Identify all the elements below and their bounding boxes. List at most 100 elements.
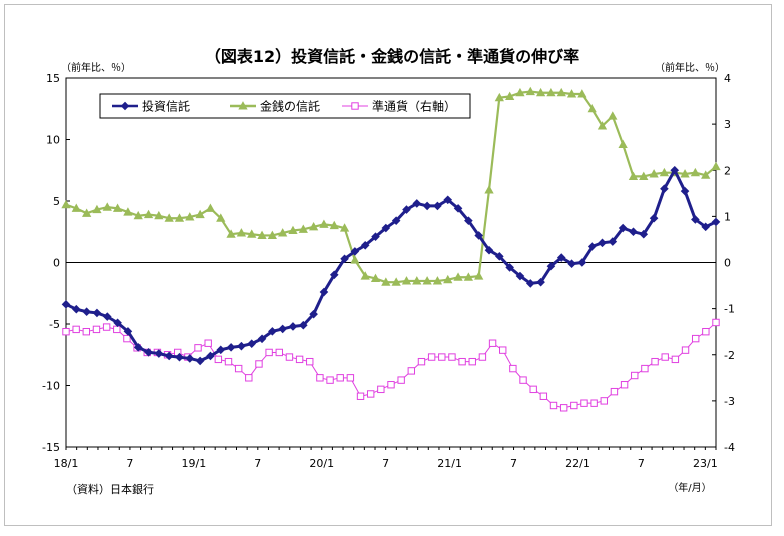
left-axis-tick-label: 10 bbox=[46, 134, 60, 147]
x-axis-tick-label: 7 bbox=[382, 457, 389, 470]
series-point-2 bbox=[661, 353, 669, 361]
series-point-1 bbox=[639, 171, 649, 180]
series-point-2 bbox=[438, 353, 446, 361]
left-axis-tick-label: -15 bbox=[42, 441, 60, 454]
series-point-2 bbox=[539, 392, 548, 400]
series-point-0 bbox=[371, 232, 380, 241]
x-axis-tick-label: 7 bbox=[126, 457, 133, 470]
series-line-1 bbox=[65, 90, 717, 284]
series-point-0 bbox=[433, 201, 442, 211]
legend-marker-2 bbox=[351, 102, 359, 110]
series-point-0 bbox=[144, 347, 153, 357]
series-point-0 bbox=[288, 322, 298, 331]
series-point-1 bbox=[463, 272, 474, 281]
series-point-0 bbox=[629, 227, 638, 237]
x-axis-tick-label: 22/1 bbox=[565, 457, 590, 470]
source-note: （資料）日本銀行 bbox=[66, 482, 154, 496]
left-axis-unit: （前年比、％） bbox=[61, 61, 131, 74]
series-point-1 bbox=[412, 276, 422, 285]
series-point-1 bbox=[453, 272, 463, 281]
series-point-2 bbox=[702, 327, 710, 336]
series-point-2 bbox=[113, 325, 121, 334]
series-point-0 bbox=[381, 223, 391, 233]
series-point-0 bbox=[298, 320, 308, 330]
series-point-2 bbox=[234, 364, 243, 373]
series-point-1 bbox=[474, 271, 484, 280]
series-point-2 bbox=[620, 381, 629, 389]
series-point-0 bbox=[216, 345, 226, 355]
series-point-0 bbox=[113, 318, 122, 328]
series-point-1 bbox=[443, 274, 453, 284]
series-point-0 bbox=[484, 245, 494, 255]
series-point-2 bbox=[712, 318, 720, 327]
series-point-0 bbox=[72, 304, 81, 314]
series-point-1 bbox=[391, 277, 401, 286]
left-axis-tick-label: -10 bbox=[42, 380, 60, 393]
series-point-0 bbox=[536, 277, 545, 287]
series-point-0 bbox=[154, 349, 164, 358]
series-point-0 bbox=[422, 201, 432, 211]
series-point-1 bbox=[205, 203, 216, 212]
series-point-0 bbox=[237, 341, 246, 351]
legend-marker-1 bbox=[238, 101, 248, 110]
series-point-2 bbox=[377, 385, 385, 394]
series-point-0 bbox=[206, 351, 215, 361]
series-point-1 bbox=[515, 87, 525, 97]
series-point-1 bbox=[401, 276, 412, 285]
series-point-1 bbox=[680, 169, 690, 178]
series-point-1 bbox=[298, 224, 308, 233]
series-point-2 bbox=[245, 374, 253, 382]
series-point-2 bbox=[356, 392, 365, 400]
series-point-0 bbox=[257, 334, 267, 344]
series-point-0 bbox=[515, 271, 525, 281]
series-point-1 bbox=[701, 170, 711, 179]
right-axis-tick-label: -2 bbox=[724, 349, 735, 362]
series-point-2 bbox=[306, 357, 314, 366]
series-point-0 bbox=[247, 339, 257, 348]
series-point-1 bbox=[370, 273, 381, 283]
series-point-0 bbox=[92, 308, 102, 318]
series-point-1 bbox=[525, 86, 535, 96]
x-axis-tick-label: 7 bbox=[254, 457, 261, 470]
series-point-0 bbox=[474, 231, 484, 240]
series-point-1 bbox=[278, 228, 288, 237]
series-point-0 bbox=[649, 213, 659, 223]
series-point-2 bbox=[82, 327, 91, 336]
series-point-2 bbox=[681, 346, 690, 354]
series-point-0 bbox=[618, 223, 628, 233]
series-point-0 bbox=[309, 309, 318, 319]
series-point-2 bbox=[590, 399, 598, 407]
series-point-0 bbox=[639, 229, 649, 239]
right-axis-unit: （前年比、％） bbox=[655, 61, 725, 74]
series-point-1 bbox=[360, 271, 370, 280]
series-point-2 bbox=[407, 367, 416, 375]
series-point-1 bbox=[659, 167, 670, 177]
series-point-1 bbox=[329, 220, 339, 230]
series-point-1 bbox=[216, 213, 226, 222]
series-point-2 bbox=[214, 355, 223, 364]
series-point-0 bbox=[577, 258, 587, 267]
x-axis-tick-label: 7 bbox=[638, 457, 645, 470]
left-axis-tick-label: -5 bbox=[49, 318, 60, 331]
series-point-0 bbox=[340, 254, 349, 264]
series-point-0 bbox=[525, 279, 535, 288]
series-point-2 bbox=[499, 346, 507, 354]
series-point-0 bbox=[680, 186, 690, 196]
series-point-2 bbox=[204, 339, 212, 347]
series-point-0 bbox=[175, 352, 184, 362]
series-point-0 bbox=[556, 253, 566, 262]
series-point-1 bbox=[505, 91, 515, 100]
x-axis-tick-label: 21/1 bbox=[437, 457, 462, 470]
right-axis-tick-label: -4 bbox=[724, 441, 735, 454]
legend-label-1: 金銭の信託 bbox=[260, 99, 320, 114]
series-point-1 bbox=[185, 212, 195, 221]
series-point-1 bbox=[422, 276, 432, 285]
series-point-1 bbox=[587, 103, 597, 113]
series-point-0 bbox=[133, 343, 143, 352]
series-point-0 bbox=[598, 238, 607, 248]
right-axis-tick-label: 3 bbox=[724, 118, 731, 131]
series-point-1 bbox=[628, 171, 639, 180]
left-axis-tick-label: 0 bbox=[53, 257, 60, 270]
right-axis-tick-label: -3 bbox=[724, 395, 735, 408]
